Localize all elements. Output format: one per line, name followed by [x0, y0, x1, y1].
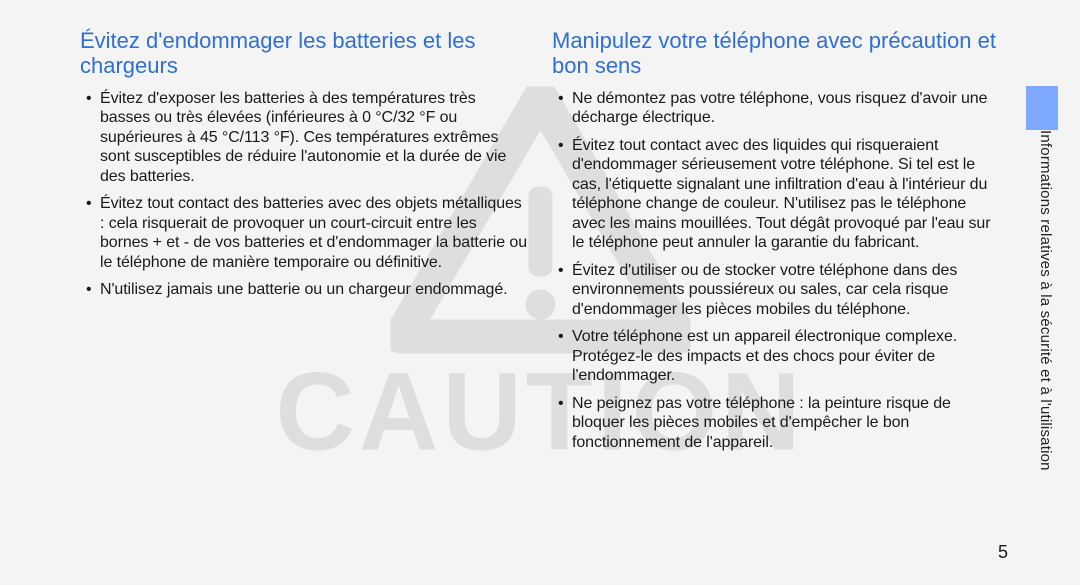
right-column: Manipulez votre téléphone avec précautio… [552, 28, 1000, 460]
list-item: Ne démontez pas votre téléphone, vous ri… [572, 89, 1000, 128]
list-item: Évitez tout contact avec des liquides qu… [572, 136, 1000, 253]
section-tab-marker [1026, 86, 1058, 130]
content-columns: Évitez d'endommager les batteries et les… [80, 28, 1000, 460]
list-item: Évitez d'utiliser ou de stocker votre té… [572, 261, 1000, 320]
list-item: Votre téléphone est un appareil électron… [572, 327, 1000, 386]
list-item: N'utilisez jamais une batterie ou un cha… [100, 280, 528, 300]
list-item: Ne peignez pas votre téléphone : la pein… [572, 394, 1000, 453]
document-page: CAUTION Évitez d'endommager les batterie… [0, 0, 1080, 585]
side-section-label: Informations relatives à la sécurité et … [1037, 130, 1054, 471]
right-section-title: Manipulez votre téléphone avec précautio… [552, 28, 1000, 79]
page-number: 5 [998, 542, 1008, 563]
left-section-title: Évitez d'endommager les batteries et les… [80, 28, 528, 79]
list-item: Évitez d'exposer les batteries à des tem… [100, 89, 528, 187]
right-bullet-list: Ne démontez pas votre téléphone, vous ri… [552, 89, 1000, 453]
list-item: Évitez tout contact des batteries avec d… [100, 194, 528, 272]
left-bullet-list: Évitez d'exposer les batteries à des tem… [80, 89, 528, 300]
left-column: Évitez d'endommager les batteries et les… [80, 28, 528, 460]
